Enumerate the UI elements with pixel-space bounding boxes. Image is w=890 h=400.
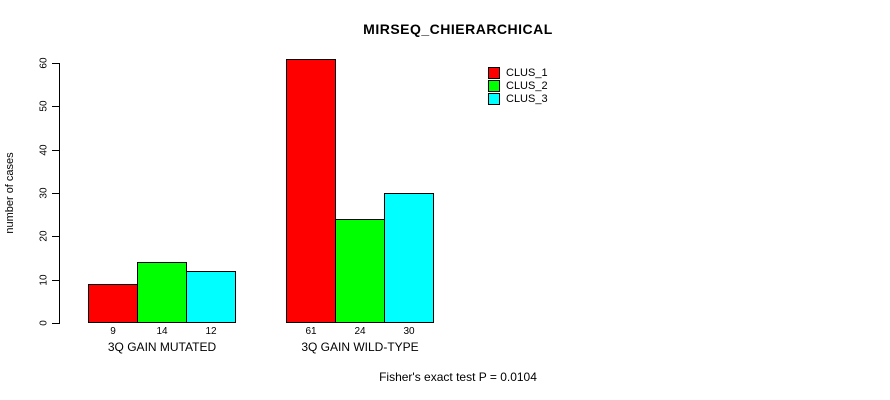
legend-swatch-clus_1: [488, 66, 500, 79]
bar-value-label: 14: [156, 326, 168, 337]
y-tick-label: 0: [38, 320, 50, 326]
legend: CLUS_1 CLUS_2 CLUS_3: [488, 66, 548, 105]
y-tick-label: 30: [38, 187, 50, 199]
y-tick: [52, 236, 59, 237]
legend-label: CLUS_1: [506, 66, 548, 79]
bar-value-label: 61: [305, 326, 317, 337]
legend-item: CLUS_1: [488, 66, 548, 79]
y-tick-label: 60: [38, 57, 50, 69]
bar-value-label: 24: [354, 326, 366, 337]
y-tick: [52, 280, 59, 281]
legend-swatch-clus_3: [488, 92, 500, 105]
bar-value-label: 30: [403, 326, 415, 337]
y-tick: [52, 106, 59, 107]
category-label: 3Q GAIN WILD-TYPE: [301, 340, 419, 354]
legend-swatch-clus_2: [488, 79, 500, 92]
annotation-text: Fisher's exact test P = 0.0104: [379, 370, 537, 384]
legend-item: CLUS_3: [488, 92, 548, 105]
y-tick-label: 20: [38, 230, 50, 242]
bar-clus_3-group2: [384, 193, 434, 323]
chart-title: MIRSEQ_CHIERARCHICAL: [363, 21, 553, 37]
category-label: 3Q GAIN MUTATED: [107, 340, 217, 354]
bar-clus_3-group1: [186, 271, 236, 323]
legend-label: CLUS_3: [506, 92, 548, 105]
y-tick: [52, 63, 59, 64]
y-tick: [52, 193, 59, 194]
bar-value-label: 9: [110, 326, 116, 337]
bar-clus_1-group2: [286, 59, 336, 323]
y-tick: [52, 150, 59, 151]
y-tick-label: 40: [38, 144, 50, 156]
y-axis-label: number of cases: [4, 152, 16, 234]
bar-clus_2-group1: [137, 262, 187, 323]
legend-label: CLUS_2: [506, 79, 548, 92]
bar-clus_2-group2: [335, 219, 385, 323]
legend-item: CLUS_2: [488, 79, 548, 92]
y-tick-label: 10: [38, 274, 50, 286]
y-tick: [52, 323, 59, 324]
bar-value-label: 12: [205, 326, 217, 337]
y-axis-line: [59, 63, 60, 324]
y-tick-label: 50: [38, 100, 50, 112]
bar-clus_1-group1: [88, 284, 138, 323]
